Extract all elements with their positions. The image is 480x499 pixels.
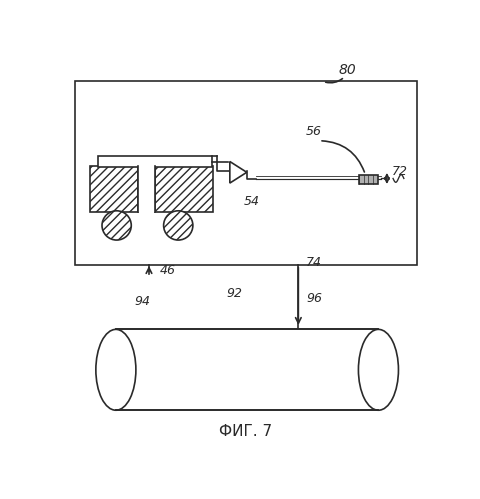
Text: 72: 72 xyxy=(392,165,408,178)
Bar xyxy=(138,166,155,213)
Text: 92: 92 xyxy=(227,287,243,300)
Polygon shape xyxy=(230,162,247,183)
Bar xyxy=(116,329,378,410)
Ellipse shape xyxy=(359,329,398,410)
Text: 74: 74 xyxy=(306,256,322,269)
Bar xyxy=(116,330,378,410)
Bar xyxy=(155,166,213,213)
Ellipse shape xyxy=(96,329,136,410)
Text: 54: 54 xyxy=(244,195,260,208)
Circle shape xyxy=(102,211,131,240)
Circle shape xyxy=(164,211,193,240)
Text: 94: 94 xyxy=(134,295,150,308)
Text: 80: 80 xyxy=(338,63,356,77)
Bar xyxy=(359,175,378,184)
Bar xyxy=(75,81,417,264)
Text: ФИГ. 7: ФИГ. 7 xyxy=(219,424,273,439)
Bar xyxy=(90,166,138,213)
Text: 96: 96 xyxy=(306,292,322,305)
Text: 46: 46 xyxy=(160,264,176,277)
Bar xyxy=(98,156,212,167)
Text: 56: 56 xyxy=(306,125,322,138)
